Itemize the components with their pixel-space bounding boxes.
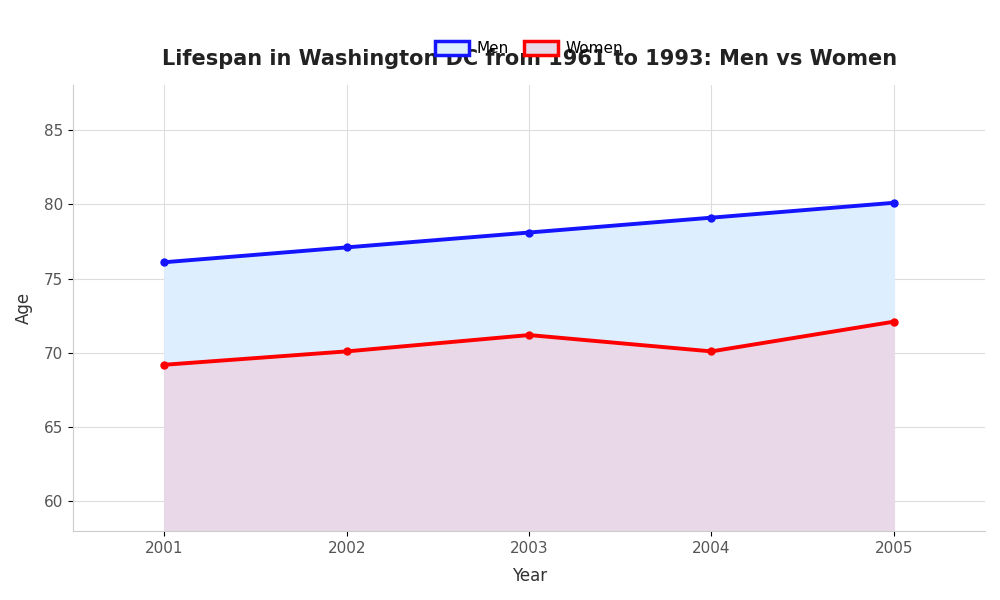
X-axis label: Year: Year bbox=[512, 567, 547, 585]
Title: Lifespan in Washington DC from 1961 to 1993: Men vs Women: Lifespan in Washington DC from 1961 to 1… bbox=[162, 49, 897, 68]
Legend: Men, Women: Men, Women bbox=[429, 35, 629, 62]
Y-axis label: Age: Age bbox=[15, 292, 33, 325]
